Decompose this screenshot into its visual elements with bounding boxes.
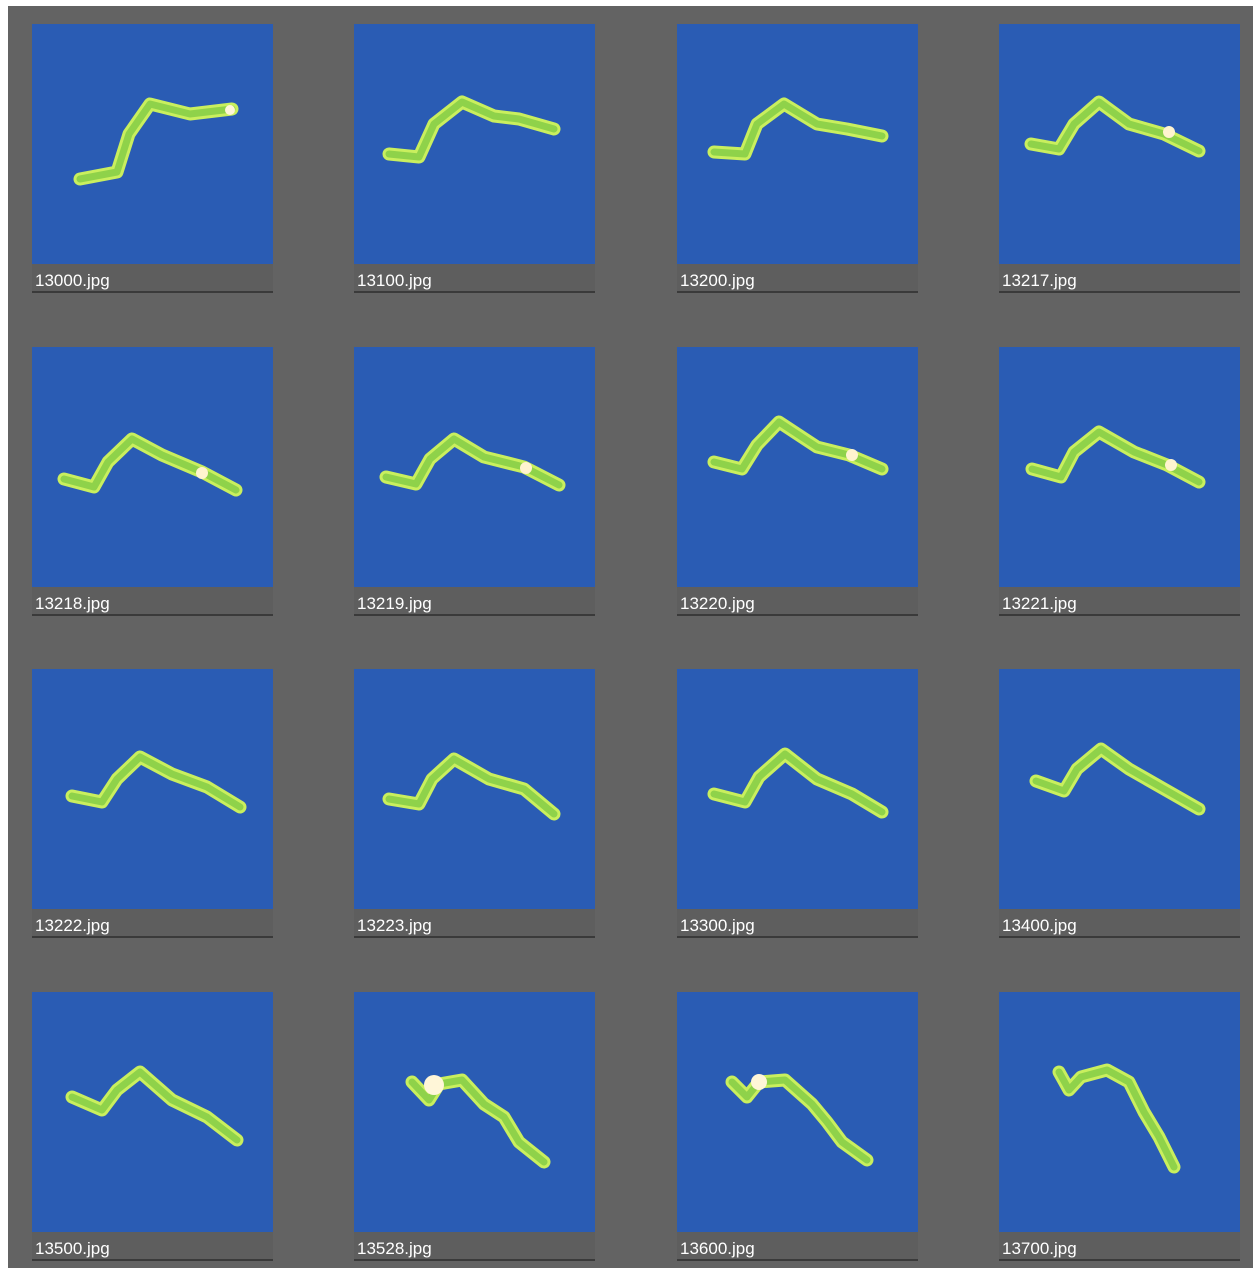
thumbnail-image[interactable]: [999, 992, 1240, 1232]
thumbnail-image[interactable]: [677, 347, 918, 587]
thumbnail-image[interactable]: [354, 24, 595, 264]
thumbnail-tile[interactable]: 13600.jpg: [677, 992, 918, 1262]
file-name-label: 13219.jpg: [354, 587, 595, 616]
worm-image: [73, 97, 239, 186]
worm-image: [405, 1073, 551, 1169]
thumbnail-image[interactable]: [677, 669, 918, 909]
thumbnail-tile[interactable]: 13219.jpg: [354, 347, 595, 617]
worm-image: [725, 1073, 874, 1167]
worm-image: [382, 95, 561, 164]
file-name-label: 13200.jpg: [677, 264, 918, 293]
thumbnail-tile[interactable]: 13500.jpg: [32, 992, 273, 1262]
thumbnail-image[interactable]: [32, 24, 273, 264]
worm-image: [707, 747, 889, 819]
thumbnail-tile[interactable]: 13300.jpg: [677, 669, 918, 939]
thumbnail-image[interactable]: [354, 347, 595, 587]
thumbnail-tile[interactable]: 13221.jpg: [999, 347, 1240, 617]
file-name-label: 13217.jpg: [999, 264, 1240, 293]
thumbnail-image[interactable]: [677, 24, 918, 264]
thumbnail-tile[interactable]: 13700.jpg: [999, 992, 1240, 1262]
thumbnail-tile[interactable]: 13400.jpg: [999, 669, 1240, 939]
file-name-label: 13528.jpg: [354, 1232, 595, 1261]
worm-image: [1025, 425, 1206, 489]
thumbnail-image[interactable]: [354, 669, 595, 909]
worm-image: [57, 432, 243, 497]
file-name-label: 13218.jpg: [32, 587, 273, 616]
worm-image: [1024, 95, 1206, 158]
worm-image: [65, 1065, 244, 1147]
worm-image: [707, 97, 889, 161]
thumbnail-image[interactable]: [677, 992, 918, 1232]
thumbnail-tile[interactable]: 13200.jpg: [677, 24, 918, 294]
worm-image: [707, 415, 889, 476]
file-name-label: 13400.jpg: [999, 909, 1240, 938]
file-name-label: 13100.jpg: [354, 264, 595, 293]
thumbnail-tile[interactable]: 13000.jpg: [32, 24, 273, 294]
file-name-label: 13000.jpg: [32, 264, 273, 293]
thumbnail-tile[interactable]: 13223.jpg: [354, 669, 595, 939]
worm-image: [1052, 1063, 1181, 1174]
thumbnail-image[interactable]: [32, 992, 273, 1232]
worm-image: [382, 752, 561, 821]
worm-image: [65, 750, 247, 814]
file-name-label: 13223.jpg: [354, 909, 595, 938]
file-name-label: 13700.jpg: [999, 1232, 1240, 1261]
thumbnail-image[interactable]: [999, 347, 1240, 587]
file-name-label: 13222.jpg: [32, 909, 273, 938]
thumbnail-image[interactable]: [32, 669, 273, 909]
file-name-label: 13220.jpg: [677, 587, 918, 616]
image-browser-grid: 13000.jpg 13100.jpg 13200.jpg 13: [8, 6, 1253, 1268]
file-name-label: 13600.jpg: [677, 1232, 918, 1261]
file-name-label: 13221.jpg: [999, 587, 1240, 616]
thumbnail-tile[interactable]: 13222.jpg: [32, 669, 273, 939]
worm-image: [1029, 742, 1206, 816]
thumbnail-image[interactable]: [32, 347, 273, 587]
thumbnail-image[interactable]: [354, 992, 595, 1232]
file-name-label: 13500.jpg: [32, 1232, 273, 1261]
thumbnail-tile[interactable]: 13220.jpg: [677, 347, 918, 617]
thumbnail-image[interactable]: [999, 669, 1240, 909]
thumbnail-tile[interactable]: 13217.jpg: [999, 24, 1240, 294]
thumbnail-image[interactable]: [999, 24, 1240, 264]
file-name-label: 13300.jpg: [677, 909, 918, 938]
thumbnail-tile[interactable]: 13528.jpg: [354, 992, 595, 1262]
thumbnail-tile[interactable]: 13218.jpg: [32, 347, 273, 617]
thumbnail-tile[interactable]: 13100.jpg: [354, 24, 595, 294]
worm-image: [379, 432, 566, 492]
